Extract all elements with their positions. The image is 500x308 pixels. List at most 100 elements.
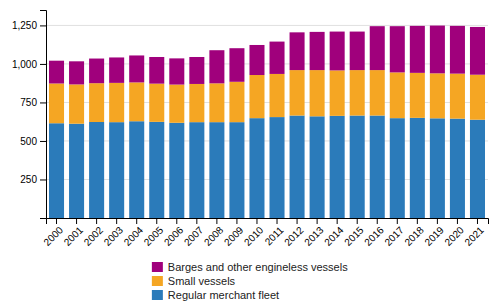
bar [470, 120, 485, 218]
bar [109, 57, 124, 82]
y-tick-mark [40, 179, 46, 180]
bar [229, 82, 244, 122]
bar [89, 122, 104, 218]
y-tick-label: 500 [20, 136, 37, 147]
bar [270, 74, 285, 117]
x-tick-label: 2008 [202, 224, 226, 248]
bar [350, 70, 365, 115]
x-tick: 2010 [242, 218, 266, 248]
bar [109, 122, 124, 218]
bar [249, 75, 264, 118]
x-tick: 2003 [102, 218, 126, 248]
bar [69, 84, 84, 123]
x-tick: 2005 [142, 218, 166, 248]
y-tick-mark [40, 141, 46, 142]
x-axis-line [47, 219, 489, 225]
x-tick-label: 2010 [242, 224, 266, 248]
bar [49, 83, 64, 123]
bar [69, 124, 84, 218]
x-tick-label: 2012 [282, 224, 306, 248]
bar [450, 26, 465, 74]
bar [49, 123, 64, 218]
bar [330, 116, 345, 218]
x-tick: 2011 [263, 218, 286, 247]
legend-item: Regular merchant fleet [152, 289, 279, 301]
legend-swatch [152, 262, 163, 272]
bar [229, 48, 244, 82]
x-tick-label: 2015 [342, 224, 366, 248]
series [49, 116, 485, 218]
x-tick-label: 2020 [442, 224, 466, 248]
legend-swatch [152, 276, 163, 286]
legend: Barges and other engineless vesselsSmall… [152, 261, 348, 301]
bar [390, 72, 405, 118]
bar [430, 73, 445, 118]
x-tick-label: 2004 [122, 224, 146, 248]
bar [310, 32, 325, 70]
x-tick-label: 2005 [142, 224, 166, 248]
x-tick: 2012 [282, 218, 306, 248]
bar [149, 57, 164, 84]
bar [430, 118, 445, 218]
bar [370, 26, 385, 70]
x-tick-mark [96, 218, 97, 224]
bar [370, 70, 385, 115]
x-tick: 2006 [162, 218, 186, 248]
y-tick-label: 750 [20, 97, 37, 108]
bar [89, 83, 104, 122]
x-tick-mark [256, 218, 257, 224]
x-tick: 2007 [182, 218, 206, 248]
bar [450, 119, 465, 218]
bar [189, 84, 204, 122]
chart: 2505007501,0001,250200020012002200320042… [0, 0, 500, 308]
bar [330, 70, 345, 115]
bar [290, 116, 305, 218]
plot: 2505007501,0001,250200020012002200320042… [12, 11, 489, 248]
x-tick-mark [337, 218, 338, 224]
bar [129, 121, 144, 218]
x-tick: 2000 [41, 218, 65, 248]
bar [450, 74, 465, 119]
x-tick-label: 2016 [362, 224, 386, 248]
bar [169, 123, 184, 218]
bar [390, 26, 405, 72]
x-tick-label: 2017 [382, 224, 406, 248]
x-tick-label: 2001 [62, 224, 86, 248]
bar [89, 59, 104, 84]
x-tick-mark [176, 218, 177, 224]
bar [410, 26, 425, 73]
bar [189, 57, 204, 84]
bar [370, 116, 385, 218]
x-tick-mark [297, 218, 298, 224]
bar [69, 61, 84, 84]
y-axis: 2505007501,0001,250 [12, 11, 47, 219]
x-tick: 2021 [462, 218, 486, 248]
legend-label: Barges and other engineless vessels [168, 261, 348, 273]
y-tick-label: 1,000 [12, 59, 37, 70]
legend-swatch [152, 290, 163, 300]
bar [350, 116, 365, 218]
bar [310, 116, 325, 218]
x-tick-mark [377, 218, 378, 224]
bar [470, 75, 485, 120]
bar [290, 32, 305, 70]
x-tick-mark [477, 218, 478, 224]
x-tick-mark [417, 218, 418, 224]
bar [209, 50, 224, 83]
x-tick-mark [437, 218, 438, 224]
y-axis-line [40, 11, 47, 219]
bar [430, 26, 445, 74]
bar [129, 55, 144, 82]
x-tick-mark [156, 218, 157, 224]
x-tick: 2008 [202, 218, 226, 248]
y-tick: 1,000 [12, 59, 46, 70]
bar [169, 58, 184, 84]
x-tick: 2014 [322, 218, 346, 248]
bar [470, 27, 485, 75]
x-tick: 2013 [302, 218, 326, 248]
x-tick: 2001 [62, 218, 86, 248]
x-tick-label: 2018 [402, 224, 426, 248]
x-tick-mark [116, 218, 117, 224]
bar [129, 82, 144, 121]
x-tick: 2015 [342, 218, 366, 248]
